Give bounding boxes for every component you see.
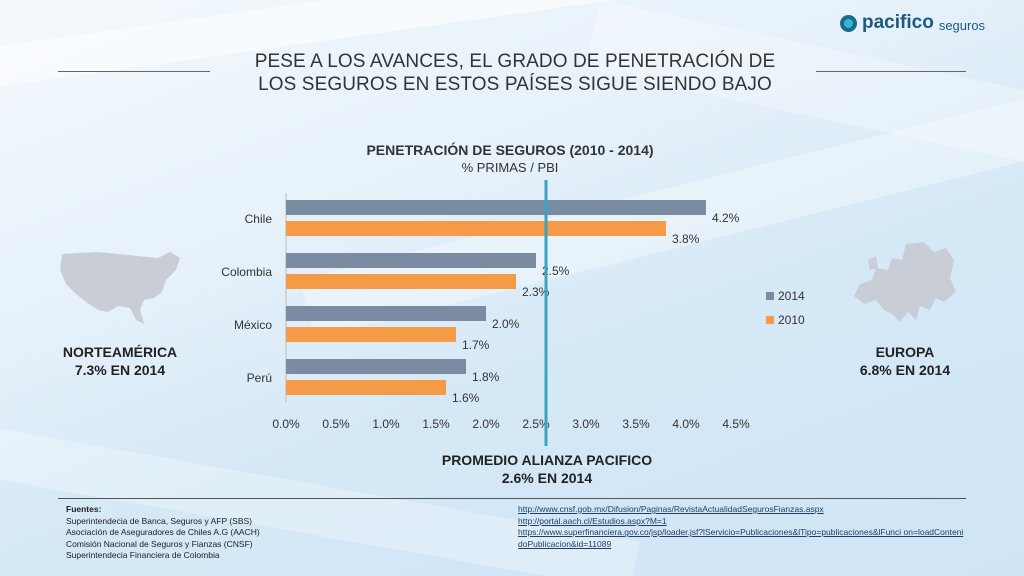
x-tick-label: 3.5% (622, 417, 650, 431)
legend-label: 2014 (778, 289, 805, 303)
source-item: Comisión Nacional de Seguros y Fianzas (… (66, 538, 253, 549)
title-rule-right (816, 71, 966, 72)
data-label: 2.0% (492, 317, 520, 331)
source-link[interactable]: http://portal.aach.cl/Estudios.aspx?M=1 (518, 515, 667, 526)
source-link[interactable]: http://www.cnsf.gob.mx/Difusion/Paginas/… (518, 504, 824, 514)
logo-mark-icon (840, 14, 857, 32)
x-tick-label: 2.5% (522, 417, 550, 431)
europe-value: 6.8% EN 2014 (859, 362, 951, 378)
average-title: PROMEDIO ALIANZA PACIFICO (441, 452, 653, 468)
x-tick-label: 3.0% (572, 417, 600, 431)
europe-name: EUROPA (875, 344, 935, 360)
north-america-value: 7.3% EN 2014 (74, 362, 166, 378)
source-item: Superintendecia de Banca, Seguros y AFP … (66, 515, 253, 526)
logo-suffix: seguros (938, 17, 986, 33)
bar-2010 (286, 221, 666, 236)
x-tick-label: 2.0% (472, 417, 500, 431)
category-label: Colombia (221, 265, 272, 279)
x-tick-label: 4.0% (672, 417, 700, 431)
category-label: Chile (245, 212, 273, 226)
slide-title: PESE A LOS AVANCES, EL GRADO DE PENETRAC… (215, 50, 815, 96)
legend-label: 2010 (778, 313, 805, 327)
average-label: PROMEDIO ALIANZA PACIFICO 2.6% EN 2014 (390, 451, 704, 487)
data-label: 4.2% (712, 211, 740, 225)
bar-2014 (286, 306, 486, 321)
chart-subtitle: % PRIMAS / PBI (461, 160, 559, 175)
source-item: Asociación de Aseguradores de Chiles A.G… (66, 527, 260, 538)
legend-swatch-2010 (766, 316, 774, 324)
europe-label: EUROPA 6.8% EN 2014 (835, 343, 975, 379)
data-label: 2.3% (522, 285, 550, 299)
pacifico-logo: pacifico seguros (840, 12, 985, 34)
bar-2010 (286, 327, 456, 342)
bar-2010 (286, 380, 446, 395)
footer-rule (58, 498, 966, 499)
x-tick-label: 1.5% (422, 417, 450, 431)
source-link[interactable]: https://www.superfinanciera.gov.co/jsp/l… (518, 527, 964, 549)
bar-2014 (286, 200, 706, 215)
average-value: 2.6% EN 2014 (501, 470, 593, 486)
slide-title-line2: LOS SEGUROS EN ESTOS PAÍSES SIGUE SIENDO… (258, 74, 772, 95)
sources-heading: Fuentes: (66, 504, 102, 514)
title-rule-left (58, 71, 210, 72)
x-tick-label: 1.0% (372, 417, 400, 431)
north-america-map-icon (60, 252, 180, 324)
logo-name: pacifico (862, 12, 934, 33)
north-america-label: NORTEAMÉRICA 7.3% EN 2014 (40, 343, 200, 379)
data-label: 1.8% (472, 370, 500, 384)
bar-2010 (286, 274, 516, 289)
x-tick-label: 0.0% (272, 417, 300, 431)
source-links: http://www.cnsf.gob.mx/Difusion/Paginas/… (518, 504, 968, 550)
category-label: Perú (247, 371, 272, 385)
legend-swatch-2014 (766, 292, 774, 300)
sources-list: Fuentes: Superintendecia de Banca, Segur… (66, 504, 260, 562)
data-label: 3.8% (672, 232, 700, 246)
category-label: México (234, 318, 272, 332)
data-label: 2.5% (542, 264, 570, 278)
x-tick-label: 0.5% (322, 417, 350, 431)
north-america-name: NORTEAMÉRICA (62, 344, 178, 360)
bar-2014 (286, 253, 536, 268)
slide-title-line1: PESE A LOS AVANCES, EL GRADO DE PENETRAC… (254, 51, 776, 72)
data-label: 1.7% (462, 338, 490, 352)
europe-map-icon (854, 242, 956, 322)
data-label: 1.6% (452, 391, 480, 405)
source-item: Superintendecia Financiera de Colombia (66, 550, 220, 561)
chart-title: PENETRACIÓN DE SEGUROS (2010 - 2014) (366, 142, 654, 158)
bar-2014 (286, 359, 466, 374)
x-tick-label: 4.5% (722, 417, 750, 431)
